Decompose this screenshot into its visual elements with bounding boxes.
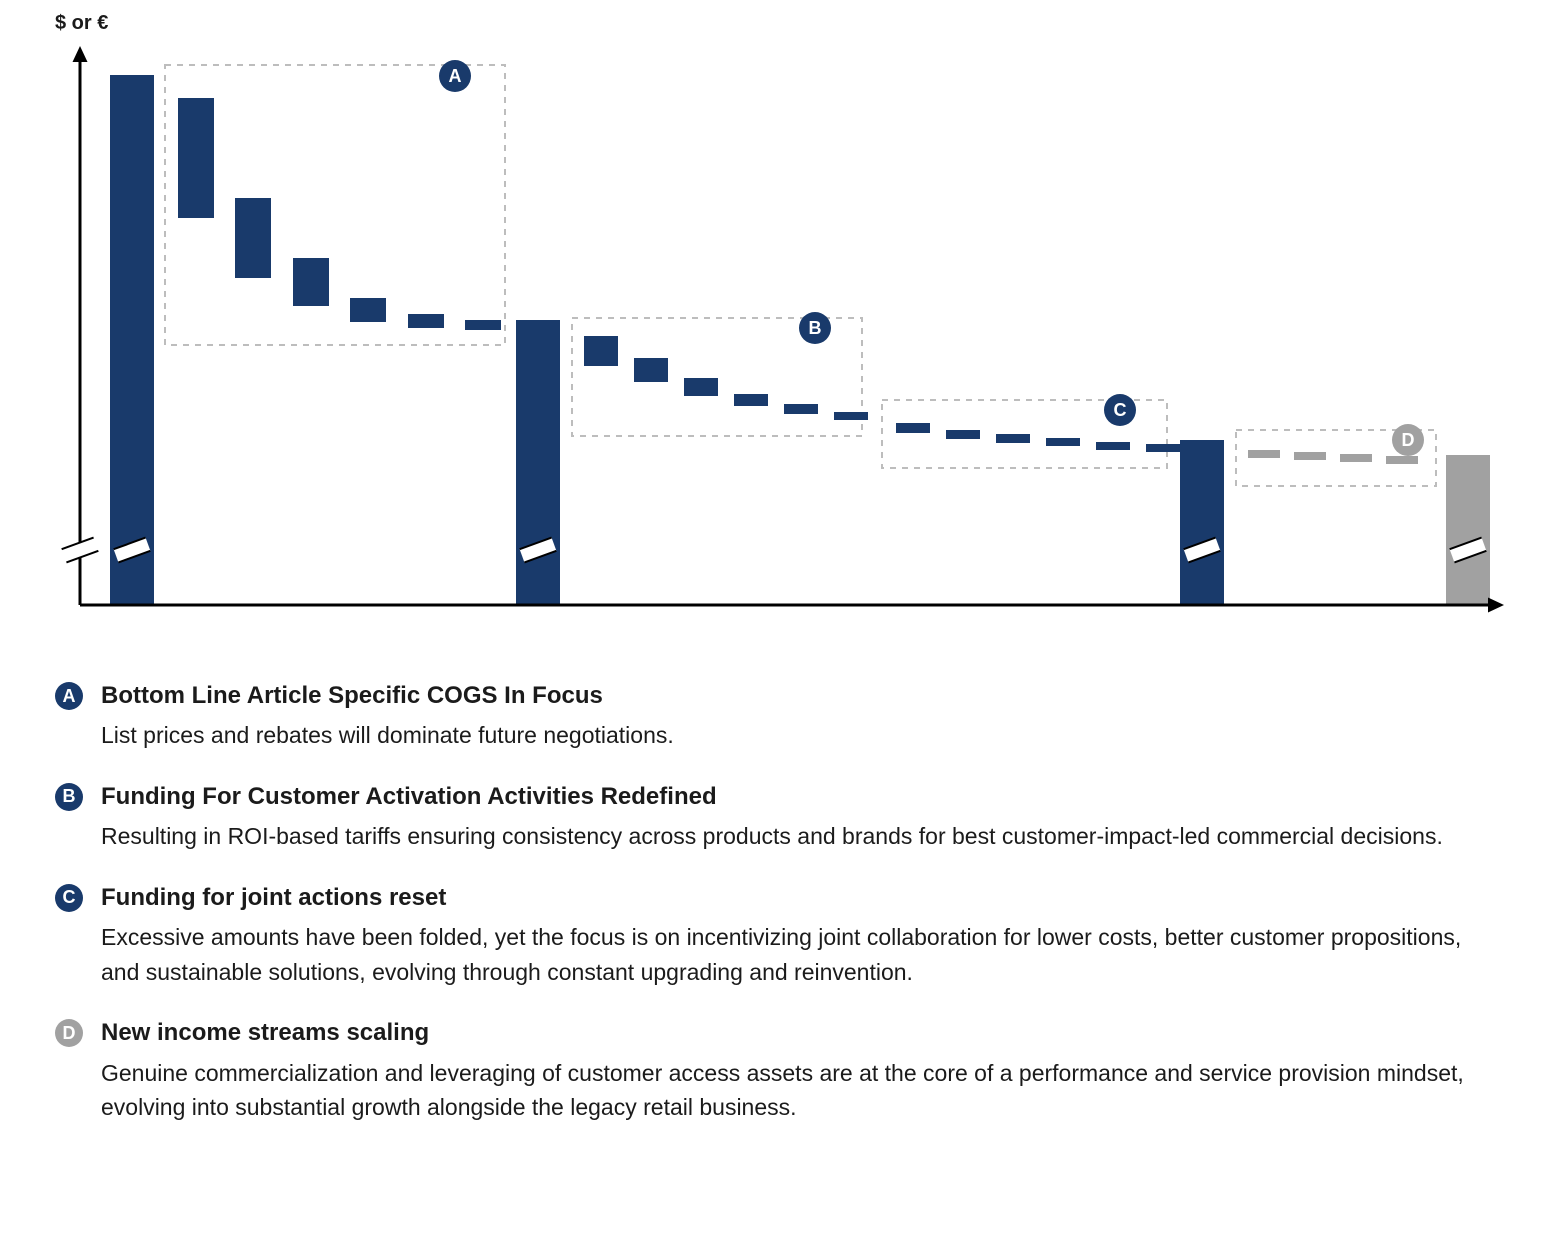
legend-area: A Bottom Line Article Specific COGS In Fo… — [50, 680, 1470, 1125]
legend-badge-A: A — [55, 682, 83, 710]
step-B-4 — [784, 404, 818, 414]
page-root: $ or € A B C D A Bottom Line Article Specifi… — [0, 0, 1560, 1252]
step-A-4 — [408, 314, 444, 328]
step-D-0 — [1248, 450, 1280, 458]
step-B-3 — [734, 394, 768, 406]
legend-title-B: Funding For Customer Activation Activiti… — [101, 781, 1470, 813]
step-B-5 — [834, 412, 868, 420]
step-B-1 — [634, 358, 668, 382]
step-D-3 — [1386, 456, 1418, 464]
step-B-2 — [684, 378, 718, 396]
step-D-2 — [1340, 454, 1372, 462]
pillar-2 — [516, 320, 560, 605]
pillar-1 — [110, 75, 154, 605]
legend-badge-C: C — [55, 884, 83, 912]
legend-text-D: New income streams scaling Genuine commer… — [101, 1017, 1470, 1124]
step-C-5 — [1146, 444, 1180, 452]
step-A-2 — [293, 258, 329, 306]
chart-svg: A B C D — [50, 20, 1510, 640]
legend-row-B: B Funding For Customer Activation Activit… — [55, 781, 1470, 854]
y-axis-arrow — [73, 46, 88, 62]
legend-badge-B: B — [55, 783, 83, 811]
step-C-4 — [1096, 442, 1130, 450]
legend-text-A: Bottom Line Article Specific COGS In Foc… — [101, 680, 1470, 753]
chart-badge-B-label: B — [809, 318, 822, 338]
group-box-A — [165, 65, 505, 345]
legend-desc-C: Excessive amounts have been folded, yet … — [101, 920, 1470, 989]
step-A-5 — [465, 320, 501, 330]
step-B-0 — [584, 336, 618, 366]
step-A-0 — [178, 98, 214, 218]
step-D-1 — [1294, 452, 1326, 460]
step-A-1 — [235, 198, 271, 278]
legend-row-A: A Bottom Line Article Specific COGS In Fo… — [55, 680, 1470, 753]
legend-badge-D: D — [55, 1019, 83, 1047]
chart-badge-A-label: A — [449, 66, 462, 86]
legend-text-B: Funding For Customer Activation Activiti… — [101, 781, 1470, 854]
pillar-4 — [1446, 455, 1490, 605]
legend-title-C: Funding for joint actions reset — [101, 882, 1470, 914]
legend-desc-D: Genuine commercialization and leveraging… — [101, 1056, 1470, 1125]
chart-badge-D-label: D — [1402, 430, 1415, 450]
chart-badge-C-label: C — [1114, 400, 1127, 420]
pillar-3 — [1180, 440, 1224, 605]
legend-row-C: C Funding for joint actions reset Excessiv… — [55, 882, 1470, 989]
legend-desc-A: List prices and rebates will dominate fu… — [101, 718, 1470, 753]
legend-desc-B: Resulting in ROI-based tariffs ensuring … — [101, 819, 1470, 854]
waterfall-chart: $ or € ABCD — [50, 20, 1510, 640]
y-axis-label: $ or € — [55, 12, 108, 35]
step-C-3 — [1046, 438, 1080, 446]
x-axis-arrow — [1488, 598, 1504, 613]
legend-row-D: D New income streams scaling Genuine comme… — [55, 1017, 1470, 1124]
step-C-0 — [896, 423, 930, 433]
legend-text-C: Funding for joint actions reset Excessive… — [101, 882, 1470, 989]
step-A-3 — [350, 298, 386, 322]
legend-title-A: Bottom Line Article Specific COGS In Foc… — [101, 680, 1470, 712]
step-C-1 — [946, 430, 980, 439]
step-C-2 — [996, 434, 1030, 443]
legend-title-D: New income streams scaling — [101, 1017, 1470, 1049]
